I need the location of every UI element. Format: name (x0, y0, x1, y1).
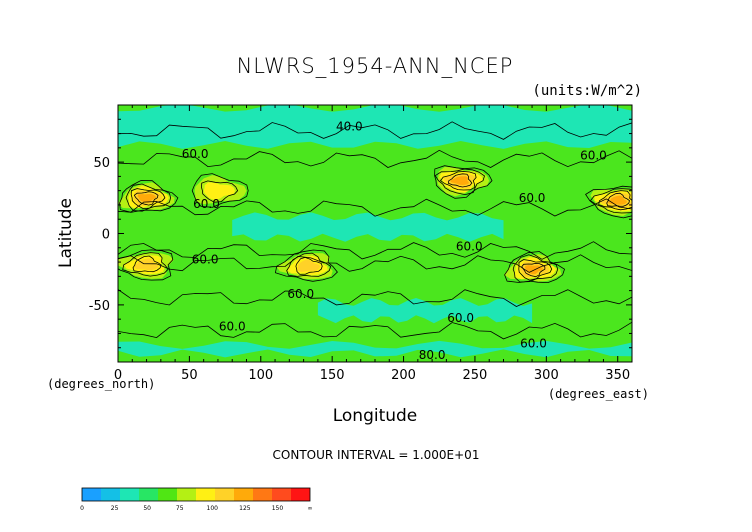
contour-label: 80.0 (419, 348, 446, 362)
colorbar-tick-label: 0 (80, 505, 84, 512)
colorbar-swatch (158, 488, 177, 501)
contour-line (118, 149, 632, 168)
colorbar-swatch (101, 488, 120, 501)
x-tick-label: 0 (114, 368, 122, 383)
contour-label: 60.0 (193, 197, 220, 211)
contour-line (606, 192, 630, 207)
contour-line (132, 255, 162, 273)
contour-line (286, 252, 332, 277)
units-label: (units:W/m^2) (532, 83, 642, 99)
contour-line (118, 254, 632, 273)
warm-region-patch (137, 193, 157, 203)
cool-zone-patch (118, 105, 632, 149)
cool-zone-patch (232, 212, 504, 242)
contour-line (439, 171, 477, 191)
contour-line (133, 191, 159, 206)
contour-label: 60.0 (287, 287, 314, 301)
contour-line (434, 165, 493, 199)
contour-label: 60.0 (456, 240, 483, 254)
colorbar-tick-label: 150 (272, 505, 284, 512)
y-tick-label: 50 (93, 156, 110, 171)
cool-zone-patch (317, 298, 533, 324)
colorbar-tick-label: 75 (176, 505, 184, 512)
contour-line (521, 262, 546, 278)
contour-line (118, 321, 632, 340)
contour-line (118, 241, 632, 260)
colorbar-swatch (139, 488, 158, 501)
contour-label: 60.0 (580, 148, 607, 162)
contour-line (118, 289, 632, 307)
x-unit-label: (degrees_east) (548, 387, 649, 401)
contour-line (598, 190, 632, 211)
colorbar-frame (81, 487, 311, 502)
contour-interval-label: CONTOUR INTERVAL = 1.000E+01 (273, 448, 480, 462)
contour-line (512, 254, 559, 283)
contour-label: 60.0 (447, 311, 474, 325)
colorbar-swatch (196, 488, 215, 501)
contour-label: 60.0 (519, 191, 546, 205)
colorbar-tick-label: 25 (111, 505, 119, 512)
y-axis-label: Latitude (56, 198, 76, 268)
contour-label: 60.0 (192, 252, 219, 266)
colorbar-tick-label: 125 (239, 505, 251, 512)
contour-line (119, 180, 179, 213)
contour-label: 60.0 (219, 320, 246, 334)
contour-line (118, 249, 174, 281)
colorbar-swatch (215, 488, 234, 501)
contour-line (191, 173, 249, 208)
colorbar-tick-label: 50 (143, 505, 151, 512)
contour-label: 60.0 (182, 147, 209, 161)
contour-line (122, 252, 169, 277)
contour-label: 40.0 (336, 120, 363, 134)
contour-line (201, 180, 239, 203)
chart-title: NLWRS_1954-ANN_NCEP (237, 54, 514, 78)
contour-line (434, 168, 485, 196)
x-tick-label: 300 (534, 368, 559, 383)
warm-region-patch (297, 259, 321, 272)
x-axis-label: Longitude (333, 406, 418, 426)
contour-line (589, 188, 632, 214)
colorbar-tick-label: ∞ (308, 505, 313, 512)
y-unit-label: (degrees_north) (47, 377, 155, 391)
x-tick-label: 250 (463, 368, 488, 383)
colorbar-swatch (291, 488, 310, 501)
colorbar-tick-label: 100 (207, 505, 219, 512)
contour-line (130, 188, 166, 210)
contour-line (125, 183, 172, 212)
contour-lines (118, 121, 632, 340)
colorbar-swatch (272, 488, 291, 501)
contour-line (118, 121, 632, 140)
contour-line (295, 256, 323, 275)
y-tick-label: 0 (102, 228, 110, 243)
contour-line (118, 198, 632, 217)
colorbar: 0 25 50 75 100 125 150 ∞ (80, 487, 313, 512)
x-tick-label: 150 (320, 368, 345, 383)
x-tick-label: 200 (391, 368, 416, 383)
warm-region-patch (450, 176, 469, 185)
contour-line (447, 173, 473, 188)
x-tick-label: 50 (181, 368, 198, 383)
colorbar-swatch (120, 488, 139, 501)
value-field-patches (118, 105, 632, 358)
colorbar-swatch (82, 488, 101, 501)
contour-line (518, 259, 553, 281)
colorbar-swatch (253, 488, 272, 501)
contour-value-labels: 40.0 60.0 60.0 60.0 60.0 60.0 60.0 60.0 60.0 60.0… (182, 120, 607, 362)
x-tick-label: 100 (248, 368, 273, 383)
y-tick-label: -50 (89, 299, 110, 314)
colorbar-swatch (177, 488, 196, 501)
cool-zone-patch (118, 340, 632, 358)
plot-area (118, 105, 632, 362)
colorbar-swatch (234, 488, 253, 501)
warm-region-patch (203, 182, 235, 200)
axis-ticks: 0 50 100 150 200 250 300 350 -50 0 50 (89, 104, 633, 383)
x-tick-label: 350 (605, 368, 630, 383)
contour-line (585, 185, 632, 219)
contour-label: 60.0 (520, 337, 547, 351)
